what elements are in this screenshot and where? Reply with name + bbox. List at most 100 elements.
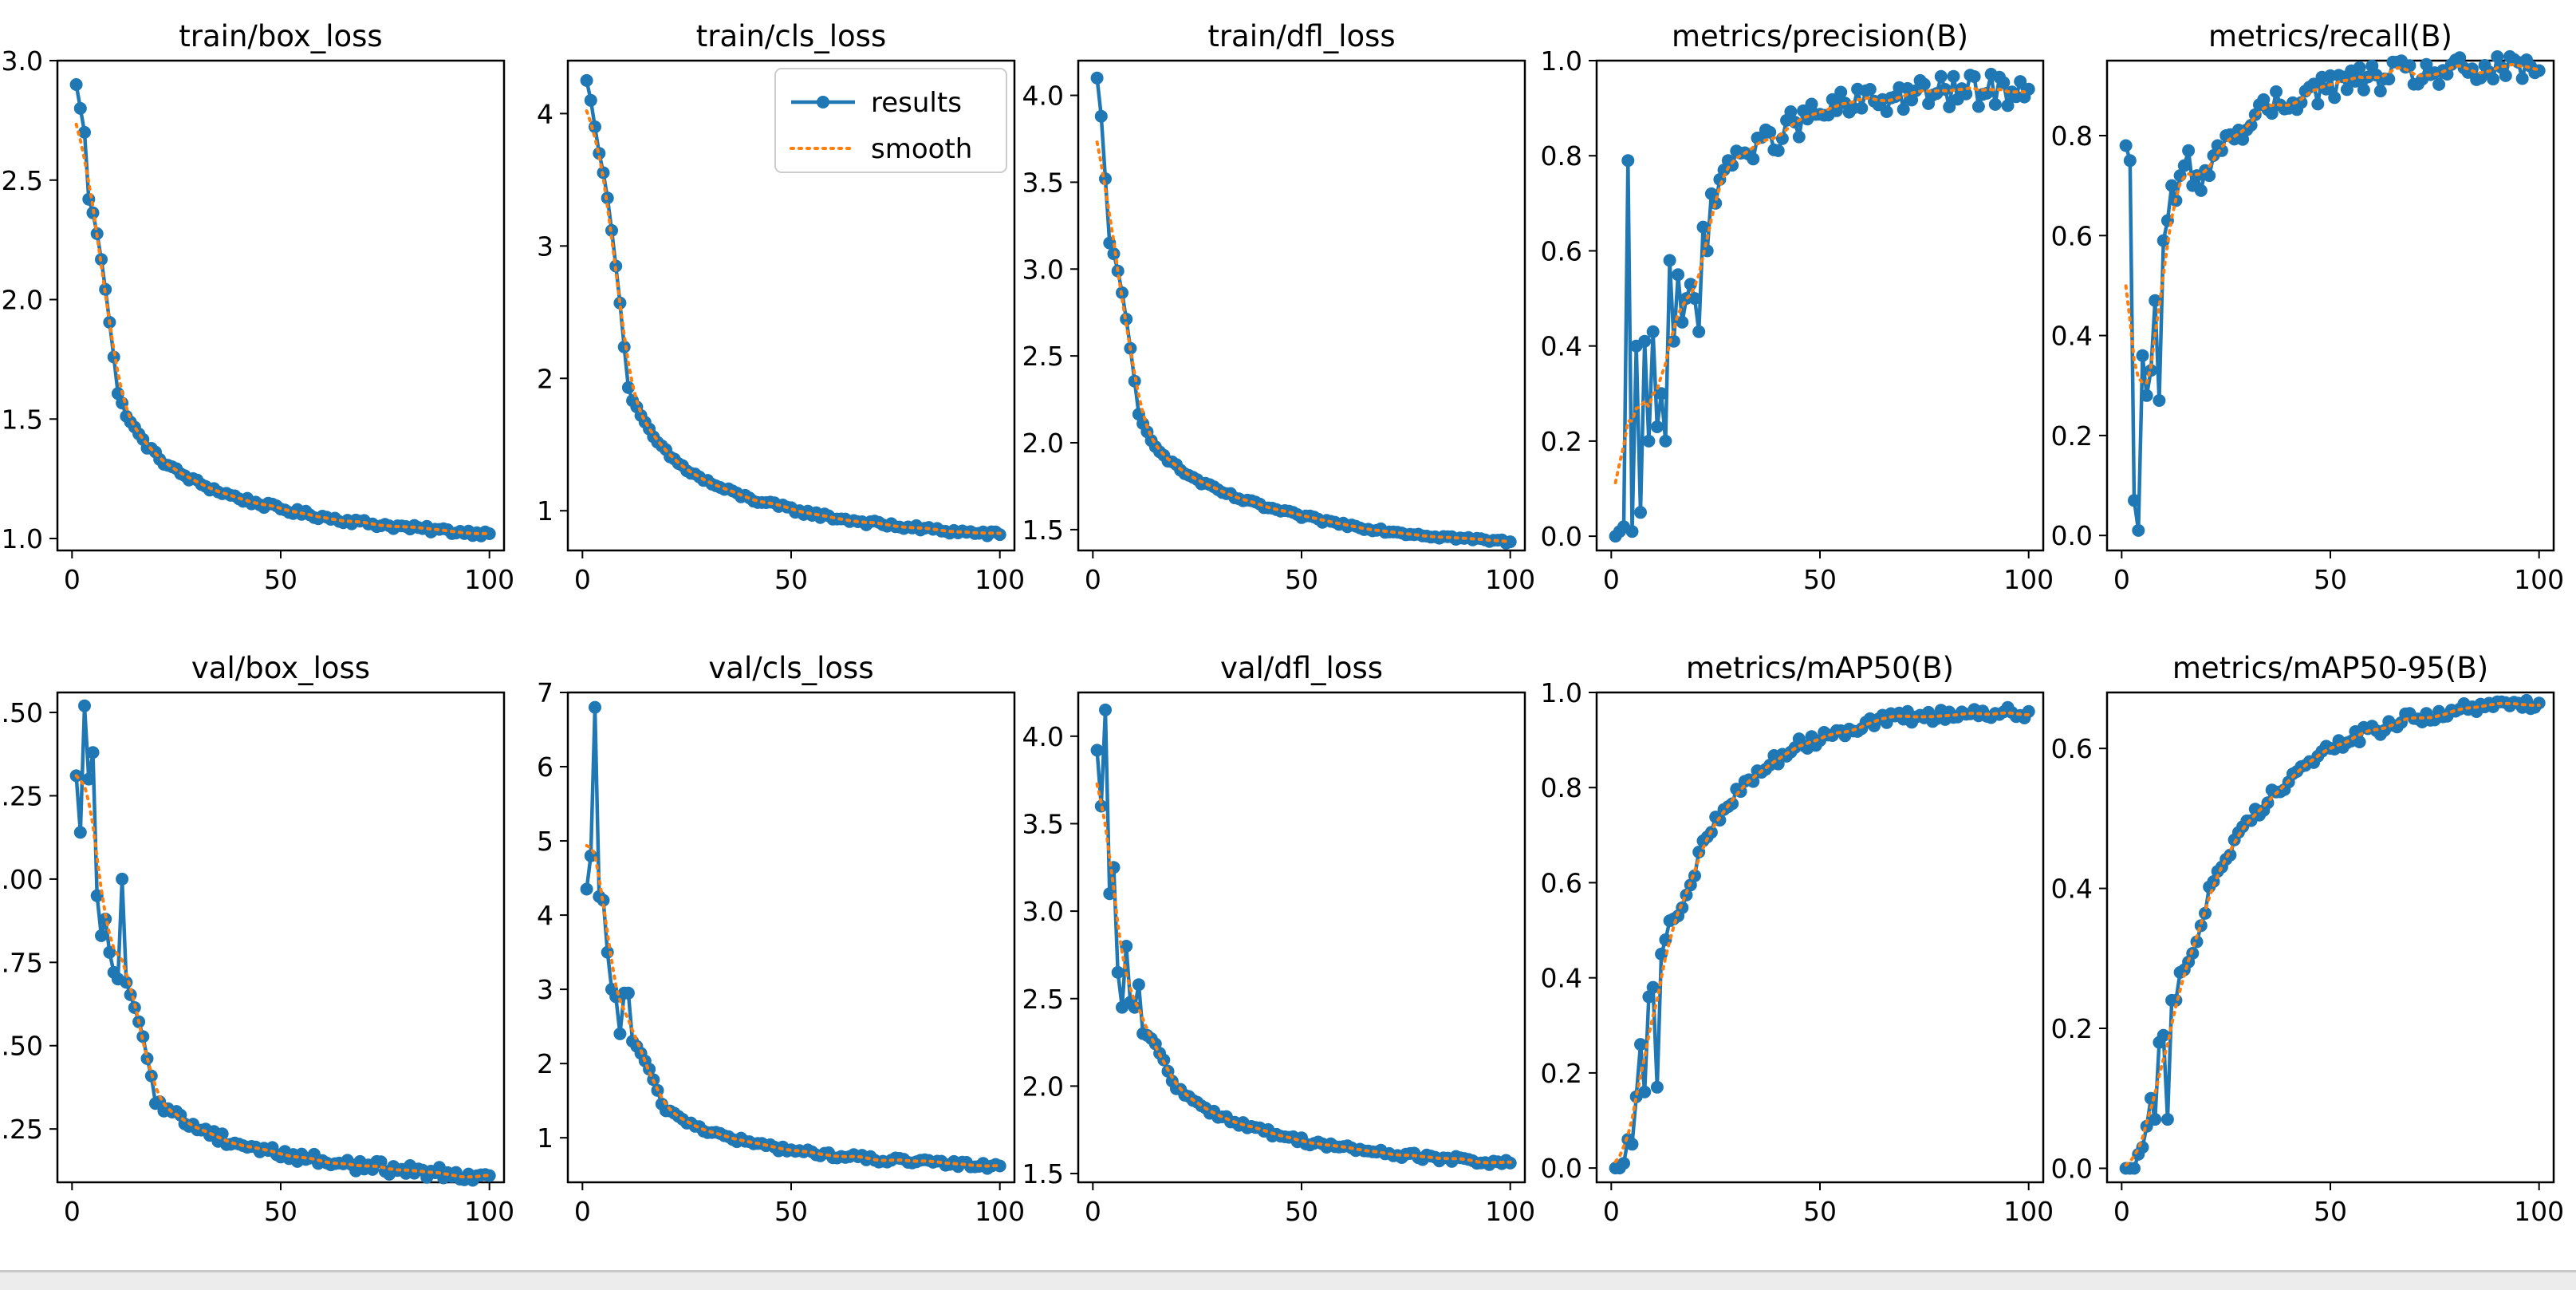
data-point <box>2128 1162 2141 1175</box>
x-tick-label: 50 <box>2314 1196 2347 1227</box>
data-point <box>2532 696 2546 710</box>
data-point <box>1688 292 1701 306</box>
x-tick-label: 0 <box>2113 564 2130 595</box>
y-tick-label: 2.0 <box>1022 1071 1064 1102</box>
y-tick-label: 0.2 <box>2051 1013 2093 1044</box>
data-point <box>2265 107 2279 120</box>
series-line-smooth <box>585 109 1002 535</box>
y-tick-label: 1 <box>537 495 553 527</box>
x-tick-label: 50 <box>1285 564 1318 595</box>
data-point <box>2244 119 2258 132</box>
data-point <box>1696 220 1710 234</box>
data-point <box>1988 97 2002 111</box>
y-tick-label: 1 <box>537 1122 553 1154</box>
y-tick-label: 0.4 <box>2051 321 2093 352</box>
series-markers-results <box>2119 49 2546 537</box>
data-point <box>1934 69 1948 83</box>
data-point <box>1650 1080 1664 1094</box>
subplot-title: metrics/precision(B) <box>1672 19 1968 53</box>
data-point <box>2357 83 2370 97</box>
data-point <box>1967 70 1981 83</box>
y-tick-label: 1.50 <box>0 1031 43 1062</box>
legend-box <box>774 68 1007 173</box>
data-point <box>1971 100 1985 113</box>
data-point <box>95 929 108 942</box>
x-tick-label: 0 <box>1603 1196 1620 1227</box>
data-point <box>1676 901 1689 914</box>
series-line-smooth <box>1613 86 2030 484</box>
window-bottom-edge <box>0 1270 2576 1290</box>
y-tick-label: 1.25 <box>0 1114 43 1145</box>
data-point <box>1625 525 1639 538</box>
y-tick-label: 0.6 <box>1541 235 1582 266</box>
subplot-val-cls-loss: val/cls_loss 0 50 100 1 2 3 4 5 6 7 <box>537 651 1025 1227</box>
data-point <box>1771 144 1785 157</box>
data-point <box>1788 116 1802 129</box>
y-tick-label: 2.5 <box>2 165 43 196</box>
y-tick-label: 0.8 <box>1541 772 1582 803</box>
data-point <box>1676 315 1689 329</box>
data-point <box>617 340 631 353</box>
data-point <box>483 527 496 540</box>
x-tick-label: 100 <box>1485 564 1535 595</box>
legend: results smooth <box>774 68 1007 173</box>
x-tick-label: 50 <box>774 1196 808 1227</box>
series-line-results <box>1095 77 1511 546</box>
y-tick-label: 1.5 <box>1022 1158 1064 1189</box>
y-tick-label: 0.0 <box>1541 1153 1582 1184</box>
y-tick-label: 0.0 <box>2051 1153 2093 1184</box>
data-point <box>1655 947 1668 961</box>
x-tick-label: 100 <box>2514 1196 2564 1227</box>
x-tick-label: 100 <box>464 564 514 595</box>
subplot-title: train/dfl_loss <box>1207 19 1395 53</box>
series-markers-results <box>2119 693 2546 1175</box>
data-point <box>1634 506 1647 519</box>
subplot-title: metrics/recall(B) <box>2208 19 2452 53</box>
x-tick-label: 0 <box>1603 564 1620 595</box>
data-point <box>1805 97 1818 111</box>
y-tick-label: 1.5 <box>2 404 43 435</box>
y-tick-label: 0.2 <box>2051 420 2093 452</box>
x-tick-label: 50 <box>2314 564 2347 595</box>
x-tick-label: 100 <box>2003 564 2054 595</box>
data-point <box>1704 187 1718 200</box>
x-tick-label: 50 <box>1285 1196 1318 1227</box>
axes-frame <box>56 59 506 552</box>
y-tick-label: 0.6 <box>2051 733 2093 764</box>
y-tick-label: 0.6 <box>1541 867 1582 898</box>
data-point <box>103 945 116 959</box>
y-tick-label: 4 <box>537 98 553 129</box>
series-line-results <box>1095 708 1511 1167</box>
y-tick-label: 7 <box>537 677 553 708</box>
data-point <box>1655 387 1668 400</box>
y-tick-label: 4.0 <box>1022 721 1064 752</box>
x-tick-label: 0 <box>574 1196 591 1227</box>
data-point <box>1090 744 1104 757</box>
data-point <box>2145 1091 2157 1105</box>
axes-frame <box>2105 59 2555 552</box>
subplot-title: val/box_loss <box>191 651 370 685</box>
data-point <box>2311 97 2325 111</box>
x-tick-label: 50 <box>1803 1196 1837 1227</box>
data-point <box>1830 104 1843 117</box>
series-markers-results <box>1090 703 1517 1171</box>
series-line-results <box>1613 72 2030 538</box>
data-point <box>2203 169 2216 183</box>
data-point <box>1947 69 1960 83</box>
axes-frame <box>566 691 1016 1184</box>
subplot-val-box-loss: val/box_loss 0 50 100 1.25 1.50 1.75 2.00 2.25 2.… <box>0 651 514 1227</box>
data-point <box>2132 523 2145 537</box>
data-point <box>1094 109 1108 123</box>
data-point <box>1747 152 1760 166</box>
data-point <box>1646 980 1660 994</box>
data-point <box>2328 91 2342 105</box>
data-point <box>584 93 597 107</box>
x-tick-label: 50 <box>774 564 808 595</box>
series-line-smooth <box>2124 701 2541 1167</box>
data-point <box>2157 234 2170 247</box>
data-point <box>2014 75 2027 89</box>
data-point <box>2515 72 2529 85</box>
axes-frame <box>1077 691 1526 1184</box>
subplot-title: metrics/mAP50(B) <box>1686 651 1954 685</box>
